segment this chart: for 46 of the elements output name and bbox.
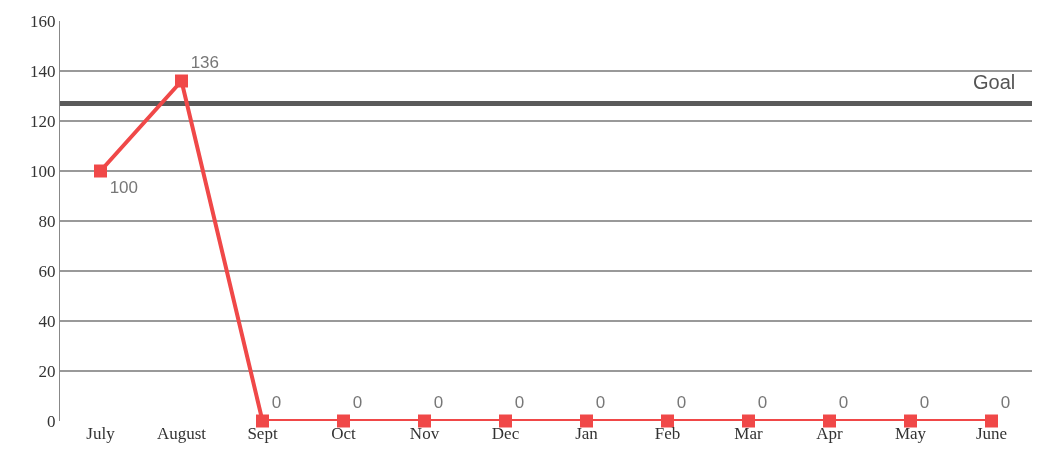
data-label: 136 (190, 52, 219, 72)
point (175, 74, 188, 88)
x-tick-label: Mar (734, 424, 763, 443)
y-tick-label: 20 (38, 361, 56, 381)
x-tick-label: May (894, 424, 927, 443)
point (580, 414, 593, 428)
x-tick-label: July (86, 424, 116, 443)
data-label: 0 (838, 392, 849, 412)
point (823, 414, 836, 428)
x-tick-label: Nov (409, 424, 440, 443)
data-label: 0 (595, 392, 606, 412)
data-label: 0 (271, 392, 282, 412)
data-label: 0 (433, 392, 444, 412)
y-tick-label: 100 (30, 161, 56, 181)
data-label: 0 (514, 392, 525, 412)
data-label: 0 (352, 392, 363, 412)
x-tick-label: August (156, 424, 207, 443)
point (256, 414, 269, 428)
x-tick-label: Sept (247, 424, 278, 443)
y-tick-label: 40 (38, 311, 56, 331)
point (904, 414, 917, 428)
y-tick-label: 160 (30, 11, 56, 31)
x-tick-label: Dec (491, 424, 520, 443)
x-tick-label: Oct (331, 424, 357, 443)
point (499, 414, 512, 428)
data-label: 0 (757, 392, 768, 412)
data-label: 0 (676, 392, 687, 412)
data-label: 0 (919, 392, 930, 412)
y-tick-label: 140 (30, 61, 56, 81)
data-label: 100 (109, 177, 138, 197)
y-tick-label: 60 (38, 261, 56, 281)
y-tick-label: 80 (38, 211, 56, 231)
x-tick-label: Apr (816, 424, 844, 443)
data-label: 0 (1000, 392, 1011, 412)
point (742, 414, 755, 428)
y-tick-label: 0 (47, 411, 56, 431)
point (985, 414, 998, 428)
point (661, 414, 674, 428)
point (94, 164, 107, 178)
y-tick-label: 120 (30, 111, 56, 131)
point (418, 414, 431, 428)
x-tick-label: June (975, 424, 1008, 443)
x-tick-label: Jan (575, 424, 599, 443)
ref-line-label: Goal (973, 71, 1016, 93)
x-tick-label: Feb (654, 424, 681, 443)
point (337, 414, 350, 428)
